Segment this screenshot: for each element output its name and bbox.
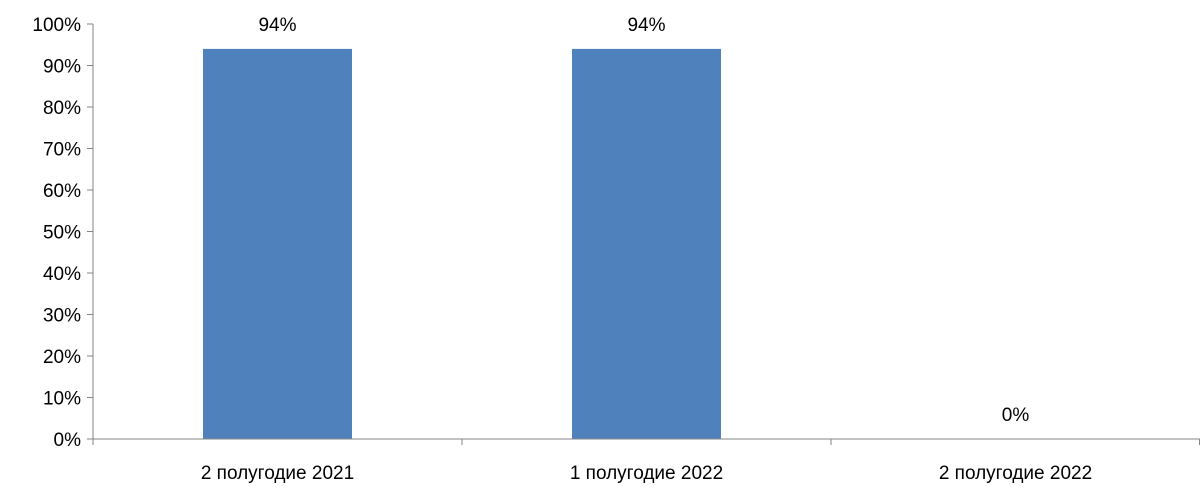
data-label: 94% [258, 15, 296, 36]
y-tick-label: 60% [43, 181, 81, 202]
y-tick-label: 70% [43, 140, 81, 161]
bars [203, 48, 721, 440]
y-axis-ticks: 0% 10% 20% 30% 40% 50% 60% 70% 80% 90% 100% [32, 15, 94, 451]
y-tick-label: 0% [54, 430, 82, 451]
y-tick-label: 40% [43, 264, 81, 285]
bar [203, 48, 352, 440]
y-tick-label: 10% [43, 389, 81, 410]
x-axis: 2 полугодие 2021 1 полугодие 2022 2 полуго… [92, 438, 1200, 484]
x-category-label: 1 полугодие 2022 [570, 463, 723, 484]
y-tick-label: 100% [32, 15, 81, 36]
x-category-label: 2 полугодие 2021 [201, 463, 354, 484]
data-label: 94% [627, 15, 665, 36]
y-tick-label: 50% [43, 223, 81, 244]
data-label: 0% [1002, 405, 1030, 426]
y-tick-label: 30% [43, 306, 81, 327]
y-tick-label: 20% [43, 347, 81, 368]
y-tick-label: 80% [43, 98, 81, 119]
x-category-label: 2 полугодие 2022 [939, 463, 1092, 484]
bar [572, 48, 721, 440]
data-labels: 94% 94% 0% [258, 15, 1029, 426]
y-tick-label: 90% [43, 57, 81, 78]
